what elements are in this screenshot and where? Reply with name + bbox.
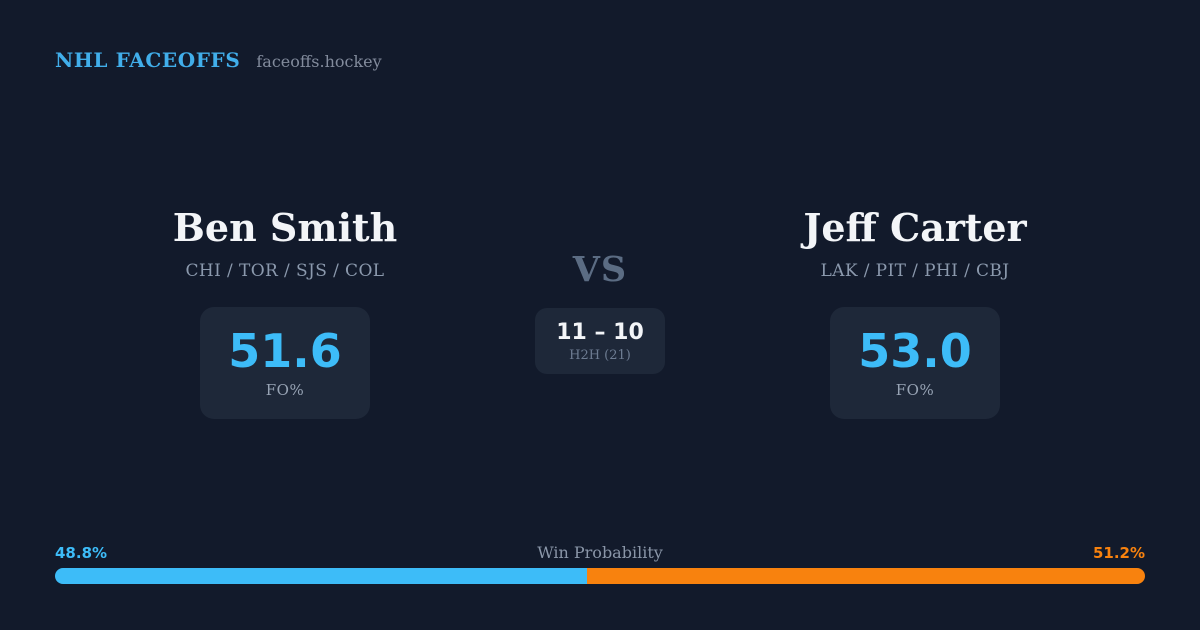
player-right-fo-label: FO%: [895, 380, 935, 399]
player-left-fo-pct: 51.6: [228, 324, 342, 379]
player-right-name: Jeff Carter: [803, 205, 1027, 250]
win-probability-bar: [55, 568, 1145, 584]
win-probability-right-pct: 51.2%: [1092, 544, 1145, 562]
brand-logo-text: NHL FACEOFFS: [55, 48, 241, 72]
player-left-name: Ben Smith: [172, 205, 398, 250]
win-probability-labels: 48.8% Win Probability 51.2%: [55, 543, 1145, 563]
h2h-label: H2H (21): [569, 348, 631, 364]
win-probability-title: Win Probability: [537, 543, 663, 562]
win-probability-left-pct: 48.8%: [55, 544, 108, 562]
header: NHL FACEOFFS faceoffs.hockey: [55, 48, 382, 72]
player-left-stat-card: 51.6 FO%: [200, 307, 370, 419]
player-right-fo-pct: 53.0: [858, 324, 972, 379]
vs-label: VS: [572, 249, 628, 290]
h2h-score: 11 – 10: [556, 320, 644, 345]
player-left-teams: CHI / TOR / SJS / COL: [185, 260, 385, 281]
win-probability-right-segment: [586, 568, 1145, 584]
player-right-stat-card: 53.0 FO%: [830, 307, 1000, 419]
matchup-center-column: VS 11 – 10 H2H (21): [480, 249, 720, 375]
player-left-fo-label: FO%: [265, 380, 305, 399]
win-probability-left-segment: [55, 568, 587, 584]
site-url: faceoffs.hockey: [256, 52, 382, 71]
player-right-teams: LAK / PIT / PHI / CBJ: [820, 260, 1010, 281]
player-left-column: Ben Smith CHI / TOR / SJS / COL 51.6 FO%: [105, 207, 465, 419]
h2h-card: 11 – 10 H2H (21): [535, 308, 665, 375]
player-right-column: Jeff Carter LAK / PIT / PHI / CBJ 53.0 F…: [735, 207, 1095, 419]
